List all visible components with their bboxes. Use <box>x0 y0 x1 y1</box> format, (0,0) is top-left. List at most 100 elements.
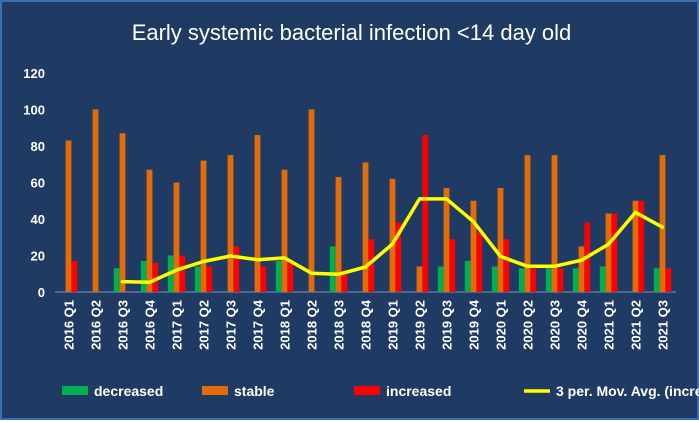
x-tick-label: 2021 Q3 <box>656 300 671 350</box>
x-tick-label: 2017 Q4 <box>251 299 266 350</box>
x-tick-label: 2016 Q3 <box>116 300 131 350</box>
bar-increased <box>449 239 456 292</box>
bar-stable <box>362 162 369 292</box>
y-tick-label: 0 <box>38 285 45 300</box>
x-tick-label: 2019 Q2 <box>413 300 428 350</box>
bar-stable <box>389 178 396 292</box>
bar-stable <box>416 266 423 292</box>
moving-average-line <box>120 197 665 285</box>
bar-stable <box>659 155 666 292</box>
legend-label: increased <box>386 383 451 399</box>
bar-increased <box>530 268 537 292</box>
x-tick-label: 2018 Q4 <box>359 299 374 350</box>
bar-stable <box>173 182 180 292</box>
x-tick-label: 2021 Q2 <box>629 300 644 350</box>
bar-decreased <box>545 268 552 292</box>
bar-increased <box>638 200 645 292</box>
bars-layer <box>65 109 672 292</box>
bar-stable <box>443 187 450 292</box>
x-tick-label: 2016 Q1 <box>62 300 77 350</box>
y-tick-label: 100 <box>23 103 45 118</box>
y-tick-label: 80 <box>31 139 45 154</box>
bar-decreased <box>140 260 147 292</box>
x-tick-label: 2018 Q3 <box>332 300 347 350</box>
x-tick-label: 2019 Q1 <box>386 300 401 350</box>
bar-stable <box>254 135 261 292</box>
x-tick-label: 2020 Q4 <box>575 299 590 350</box>
x-tick-label: 2020 Q2 <box>521 300 536 350</box>
x-tick-label: 2016 Q4 <box>143 299 158 350</box>
x-tick-label: 2016 Q2 <box>89 300 104 350</box>
legend-label: decreased <box>94 383 163 399</box>
bar-stable <box>119 133 126 292</box>
y-tick-label: 120 <box>23 66 45 81</box>
x-tick-label: 2019 Q4 <box>467 299 482 350</box>
x-tick-label: 2020 Q3 <box>548 300 563 350</box>
bar-stable <box>335 177 342 292</box>
bar-increased <box>557 268 564 292</box>
bar-stable <box>470 200 477 292</box>
bar-decreased <box>113 268 120 292</box>
bar-increased <box>476 231 483 292</box>
bar-stable <box>632 200 639 292</box>
bar-decreased <box>518 268 525 292</box>
bar-decreased <box>437 266 444 292</box>
bar-stable <box>92 109 99 292</box>
x-tick-label: 2021 Q1 <box>602 300 617 350</box>
bar-stable <box>227 155 234 292</box>
x-tick-label: 2018 Q1 <box>278 300 293 350</box>
bar-decreased <box>491 266 498 292</box>
y-tick-label: 20 <box>31 249 45 264</box>
legend-label: 3 per. Mov. Avg. (increased) <box>556 383 699 399</box>
bar-increased <box>422 135 429 292</box>
bar-stable <box>200 160 207 292</box>
x-tick-label: 2017 Q3 <box>224 300 239 350</box>
bar-increased <box>611 213 618 292</box>
bar-stable <box>308 109 315 292</box>
bar-stable <box>281 169 288 292</box>
bar-decreased <box>464 260 471 292</box>
x-tick-label: 2020 Q1 <box>494 300 509 350</box>
bar-increased <box>503 239 510 292</box>
bar-increased <box>260 266 267 292</box>
legend: decreased stable increased 3 per. Mov. Avg.… <box>62 383 699 399</box>
legend-swatch <box>202 386 228 395</box>
bar-increased <box>206 266 213 292</box>
bar-decreased <box>572 268 579 292</box>
bar-decreased <box>329 246 336 292</box>
bar-stable <box>65 140 72 292</box>
bar-decreased <box>599 266 606 292</box>
bar-stable <box>551 155 558 292</box>
bar-stable <box>524 155 531 292</box>
legend-swatch <box>62 386 88 395</box>
bar-stable <box>605 213 612 292</box>
bar-increased <box>152 262 159 292</box>
x-tick-label: 2017 Q2 <box>197 300 212 350</box>
x-tick-label: 2018 Q2 <box>305 300 320 350</box>
chart-title: Early systemic bacterial infection <14 d… <box>131 20 572 45</box>
bar-increased <box>71 260 78 292</box>
bar-increased <box>341 270 348 292</box>
bar-decreased <box>653 268 660 292</box>
bar-increased <box>368 239 375 292</box>
x-tick-label: 2019 Q3 <box>440 300 455 350</box>
bar-stable <box>578 246 585 292</box>
bar-increased <box>395 222 402 292</box>
bar-decreased <box>275 260 282 292</box>
bar-increased <box>665 268 672 292</box>
x-tick-labels: 2016 Q1 2016 Q2 2016 Q3 2016 Q4 2017 Q1 2017 … <box>62 299 671 350</box>
y-tick-label: 60 <box>31 176 45 191</box>
legend-label: stable <box>234 383 275 399</box>
x-tick-label: 2017 Q1 <box>170 300 185 350</box>
bar-increased <box>179 255 186 292</box>
bar-increased <box>233 246 240 292</box>
bar-increased <box>287 260 294 292</box>
bar-stable <box>146 169 153 292</box>
moving-average-layer <box>120 197 665 285</box>
y-tick-label: 40 <box>31 212 45 227</box>
bar-stable <box>497 187 504 292</box>
bar-decreased <box>194 266 201 292</box>
legend-swatch <box>354 386 380 395</box>
